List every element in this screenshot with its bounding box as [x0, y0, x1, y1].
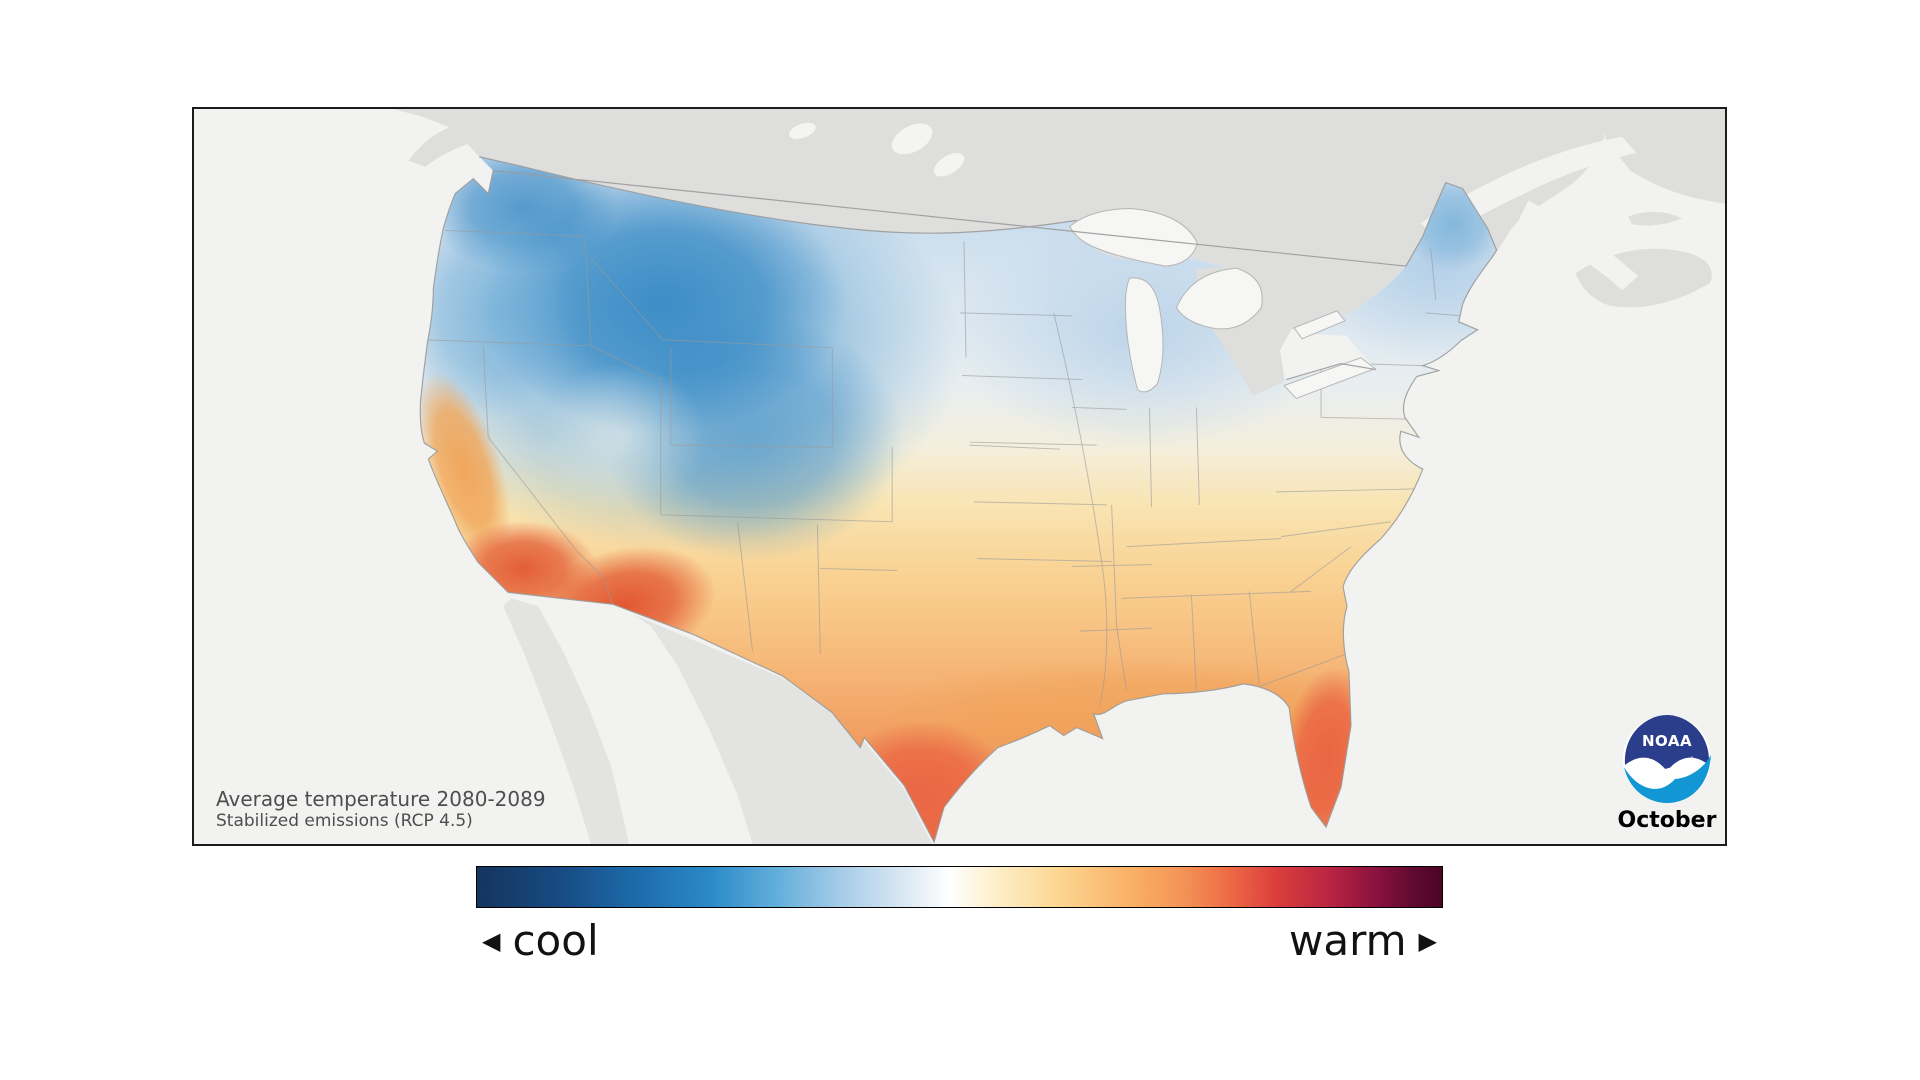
noaa-logo-text: NOAA [1642, 732, 1692, 750]
month-label: October [1617, 808, 1717, 833]
temperature-colorbar [476, 866, 1443, 908]
colorbar-warm-label-group: warm ▶ [1289, 916, 1437, 965]
us-outline [419, 156, 1498, 844]
left-arrow-icon: ◀ [482, 926, 501, 955]
map-panel: Average temperature 2080-2089 Stabilized… [192, 107, 1727, 846]
noaa-logo-block: NOAA October [1615, 711, 1719, 833]
warm-label: warm [1289, 916, 1407, 965]
caption-subtitle: Stabilized emissions (RCP 4.5) [216, 811, 473, 831]
right-arrow-icon: ▶ [1418, 926, 1437, 955]
state-borders [423, 229, 1463, 706]
caption-title: Average temperature 2080-2089 [216, 787, 546, 811]
us-temperature-map [194, 109, 1725, 844]
mexico-landmass [503, 598, 933, 844]
cool-label: cool [512, 916, 599, 965]
canada-landmass [393, 109, 1725, 358]
noaa-logo-icon: NOAA [1623, 715, 1711, 803]
colorbar-cool-label-group: ◀ cool [482, 916, 599, 965]
